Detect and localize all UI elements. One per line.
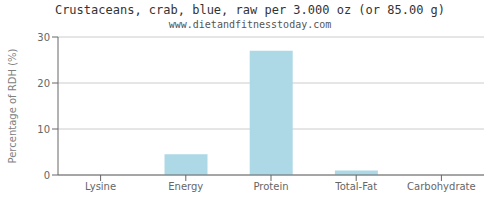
svg-text:Protein: Protein — [253, 181, 288, 192]
html-text:Crustaceans, crab, blue, raw p: Crustaceans, crab, blue, raw per 3.000 o… — [54, 3, 446, 17]
svg-text:0: 0 — [44, 170, 50, 181]
svg-text:Total-Fat: Total-Fat — [334, 181, 377, 192]
html-text:www.dietandfitnesstoday.com: www.dietandfitnesstoday.com — [168, 19, 332, 30]
svg-text:20: 20 — [37, 78, 50, 89]
svg-text:Percentage of RDH (%): Percentage of RDH (%) — [8, 48, 18, 163]
svg-text:Energy: Energy — [168, 181, 203, 192]
svg-text:30: 30 — [37, 32, 50, 43]
svg-text:Lysine: Lysine — [85, 181, 116, 192]
svg-text:10: 10 — [37, 124, 50, 135]
svg-text:Carbohydrate: Carbohydrate — [407, 181, 476, 192]
